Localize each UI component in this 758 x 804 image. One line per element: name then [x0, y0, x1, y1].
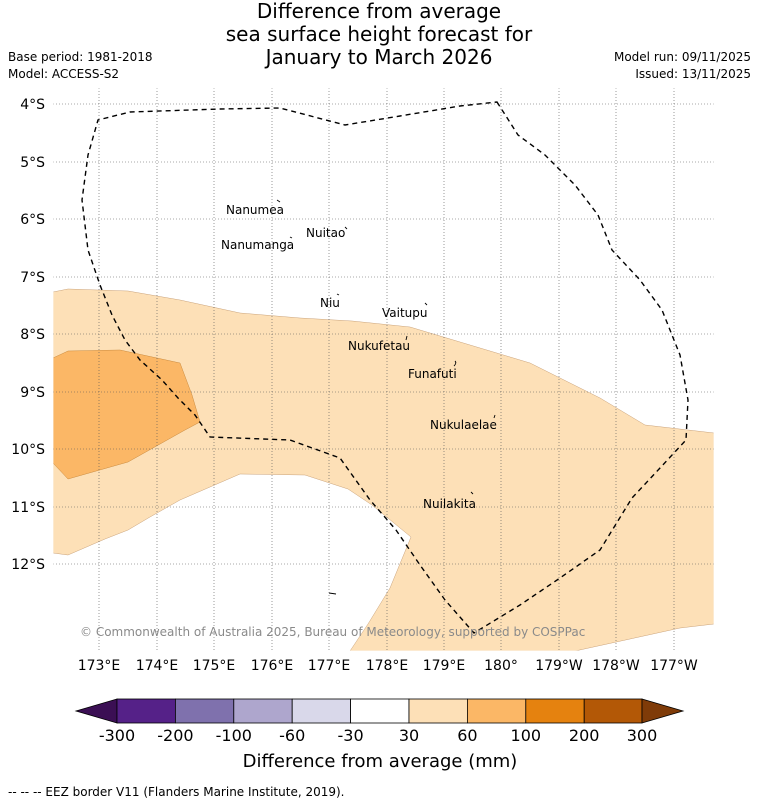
island-label-nuitao: Nuitao [306, 226, 345, 240]
island-label-nuilakita: Nuilakita [423, 497, 476, 511]
lon-label-180: 180° [484, 658, 518, 674]
colorbar-swatch-6 [408, 698, 468, 724]
graticule [53, 88, 714, 651]
island-label-funafuti: Funafuti [408, 367, 457, 381]
model-run: Model run: 09/11/2025 [613, 50, 751, 64]
meta-right: Model run: 09/11/2025 Issued: 13/11/2025 [614, 49, 751, 83]
colorbar-swatch-4 [291, 698, 352, 724]
lat-label-10s: 10°S [11, 442, 45, 458]
chart-title: Difference from average sea surface heig… [0, 0, 758, 69]
title-line-3: January to March 2026 [265, 45, 493, 69]
lon-label-177e: 177°E [308, 658, 351, 674]
eez-footnote: -- -- -- EEZ border V11 (Flanders Marine… [8, 785, 345, 799]
colorbar-tick-label: 60 [457, 726, 477, 745]
island-label-nanumanga: Nanumanga [221, 238, 294, 252]
map-figure: Nanumea Nuitao Nanumanga Niu Vaitupu Nuk… [11, 87, 715, 772]
colorbar-swatch-7 [466, 698, 527, 724]
lat-label-5s: 5°S [20, 155, 45, 171]
lat-label-6s: 6°S [20, 212, 45, 228]
lon-label-177w: 177°W [650, 658, 698, 674]
colorbar-tick-label: -30 [338, 726, 364, 745]
map-frame [52, 87, 715, 652]
lon-label-173e: 173°E [78, 658, 121, 674]
colorbar-title: Difference from average (mm) [243, 751, 518, 772]
latitude-labels: 4°S 5°S 6°S 7°S 8°S 9°S 10°S 11°S 12°S [11, 97, 45, 573]
title-line-2: sea surface height forecast for [225, 22, 533, 46]
lon-label-178e: 178°E [366, 658, 409, 674]
colorbar-tick-label: -100 [216, 726, 252, 745]
base-period: Base period: 1981-2018 [8, 50, 153, 64]
colorbar-tick-label: 100 [511, 726, 542, 745]
colorbar-swatch-1 [116, 698, 176, 724]
anomaly-region-light [53, 288, 714, 651]
lon-label-178w: 178°W [592, 658, 640, 674]
colorbar-tick-label: -200 [157, 726, 193, 745]
colorbar-swatch-5 [350, 698, 410, 724]
lat-label-4s: 4°S [20, 97, 45, 113]
meta-left: Base period: 1981-2018 Model: ACCESS-S2 [8, 49, 153, 83]
colorbar-tick-label: 30 [399, 726, 419, 745]
eez-border [81, 101, 689, 634]
island-label-nanumea: Nanumea [226, 203, 284, 217]
colorbar-swatch-2 [174, 698, 235, 724]
colorbar-swatch-3 [233, 698, 293, 724]
island-label-nukufetau: Nukufetau [348, 339, 410, 353]
lon-label-174e: 174°E [136, 658, 179, 674]
colorbar-swatch-8 [525, 698, 585, 724]
colorbar-tick-label: -300 [99, 726, 135, 745]
colorbar-tick-label: 200 [569, 726, 600, 745]
issued-date: Issued: 13/11/2025 [635, 67, 751, 81]
colorbar-swatch-9 [583, 698, 643, 724]
lat-label-8s: 8°S [20, 327, 45, 343]
longitude-labels: 173°E 174°E 175°E 176°E 177°E 178°E 179°… [78, 658, 698, 674]
colorbar-extend-low [74, 698, 118, 724]
lon-label-175e: 175°E [193, 658, 236, 674]
lat-label-11s: 11°S [11, 500, 45, 516]
lat-label-7s: 7°S [20, 270, 45, 286]
colorbar-extend-high [641, 698, 685, 724]
colorbar-tick-label: 300 [627, 726, 658, 745]
island-label-nukulaelae: Nukulaelae [430, 418, 497, 432]
island-label-vaitupu: Vaitupu [382, 306, 428, 320]
lat-label-9s: 9°S [20, 385, 45, 401]
colorbar-tick-labels: -300 -200 -100 -60 -30 30 60 100 200 300 [99, 726, 657, 745]
lon-label-179w: 179°W [535, 658, 583, 674]
title-line-1: Difference from average [256, 0, 502, 23]
island-label-niu: Niu [320, 296, 340, 310]
model-name: Model: ACCESS-S2 [8, 67, 120, 81]
island-labels: Nanumea Nuitao Nanumanga Niu Vaitupu Nuk… [221, 203, 497, 511]
map-area [53, 88, 714, 651]
copyright-text: © Commonwealth of Australia 2025, Bureau… [80, 625, 585, 639]
colorbar-tick-label: -60 [279, 726, 305, 745]
islands-shapes [276, 199, 496, 595]
lon-label-179e: 179°E [423, 658, 466, 674]
lon-label-176e: 176°E [251, 658, 294, 674]
lat-label-12s: 12°S [11, 557, 45, 573]
colorbar [74, 698, 685, 724]
